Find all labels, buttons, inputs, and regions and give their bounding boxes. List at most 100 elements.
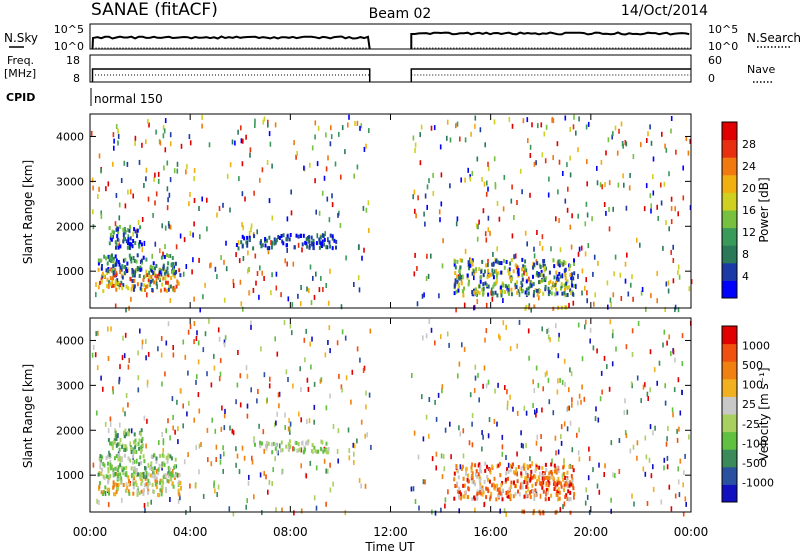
scatter-cell — [458, 425, 460, 431]
echo-cell — [498, 261, 501, 265]
scatter-cell — [98, 500, 100, 505]
echo-cell — [119, 472, 122, 477]
echo-cell — [124, 257, 127, 262]
scatter-cell — [164, 147, 167, 153]
scatter-cell — [197, 340, 200, 346]
scatter-cell — [240, 125, 242, 131]
scatter-cell — [145, 176, 147, 182]
echo-cell — [317, 449, 320, 454]
scatter-cell — [670, 128, 672, 134]
echo-cell — [126, 485, 129, 490]
echo-cell — [525, 471, 528, 475]
scatter-cell — [193, 321, 196, 326]
echo-cell — [461, 289, 464, 294]
nsky-label: N.Sky — [4, 31, 38, 45]
echo-cell — [496, 260, 499, 265]
scatter-cell — [210, 262, 212, 268]
echo-cell — [259, 241, 262, 246]
scatter-cell — [447, 489, 449, 495]
scatter-cell — [443, 466, 446, 472]
echo-cell — [114, 466, 117, 471]
scatter-cell — [430, 327, 433, 333]
scatter-cell — [118, 215, 121, 221]
echo-cell — [489, 468, 491, 473]
scatter-cell — [518, 291, 521, 297]
scatter-cell — [434, 510, 437, 516]
scatter-cell — [141, 247, 144, 253]
power-colorbar-frame — [721, 121, 738, 299]
scatter-cell — [575, 283, 577, 289]
scatter-cell — [275, 420, 277, 426]
power-scatter — [90, 114, 693, 313]
echo-cell — [333, 238, 336, 243]
echo-cell — [265, 440, 268, 445]
echo-cell — [569, 510, 572, 515]
scatter-cell — [211, 417, 213, 423]
echo-cell — [533, 497, 536, 501]
scatter-cell — [119, 422, 121, 428]
echo-cell — [287, 446, 290, 451]
scatter-cell — [547, 334, 550, 340]
echo-cell — [115, 489, 118, 494]
echo-cell — [518, 492, 521, 497]
scatter-cell — [608, 180, 611, 186]
scatter-cell — [287, 426, 290, 432]
echo-cell — [543, 278, 546, 283]
scatter-cell — [654, 425, 656, 431]
echo-cell — [463, 494, 466, 499]
echo-cell — [146, 284, 149, 289]
echo-cell — [506, 490, 509, 495]
echo-cell — [525, 272, 528, 277]
scatter-cell — [496, 201, 499, 206]
scatter-cell — [255, 280, 257, 286]
scatter-cell — [487, 161, 489, 167]
scatter-cell — [585, 201, 588, 207]
scatter-cell — [146, 382, 149, 388]
scatter-cell — [484, 231, 487, 237]
echo-cell — [486, 263, 489, 268]
scatter-cell — [311, 145, 314, 151]
scatter-cell — [359, 125, 361, 131]
scatter-cell — [261, 510, 263, 516]
scatter-cell — [223, 297, 226, 303]
echo-cell — [161, 481, 164, 486]
scatter-cell — [487, 227, 490, 233]
scatter-cell — [207, 457, 209, 463]
echo-cell — [323, 242, 325, 247]
scatter-cell — [439, 217, 441, 223]
echo-cell — [456, 259, 459, 264]
scatter-cell — [156, 284, 158, 290]
scatter-cell — [265, 474, 267, 480]
echo-cell — [140, 460, 143, 465]
scatter-cell — [272, 467, 274, 473]
echo-cell — [573, 284, 576, 289]
scatter-cell — [289, 429, 291, 435]
echo-cell — [490, 491, 493, 496]
echo-cell — [130, 259, 133, 264]
echo-cell — [151, 467, 154, 472]
scatter-cell — [298, 411, 300, 417]
scatter-cell — [413, 430, 416, 436]
scatter-cell — [652, 174, 654, 180]
scatter-cell — [464, 248, 467, 254]
scatter-cell — [471, 170, 474, 176]
scatter-cell — [232, 430, 235, 436]
echo-cell — [301, 441, 303, 446]
scatter-cell — [434, 340, 436, 346]
scatter-cell — [618, 469, 621, 474]
scatter-cell — [612, 472, 614, 478]
scatter-cell — [237, 350, 239, 355]
scatter-cell — [541, 407, 543, 413]
echo-cell — [166, 457, 169, 462]
scatter-cell — [581, 356, 584, 362]
echo-cell — [122, 232, 125, 237]
scatter-cell — [220, 255, 222, 261]
scatter-cell — [123, 160, 126, 166]
scatter-cell — [284, 425, 286, 430]
echo-cell — [140, 258, 143, 263]
scatter-cell — [672, 412, 674, 418]
echo-cell — [572, 468, 575, 473]
scatter-cell — [183, 459, 186, 465]
echo-cell — [153, 271, 156, 276]
